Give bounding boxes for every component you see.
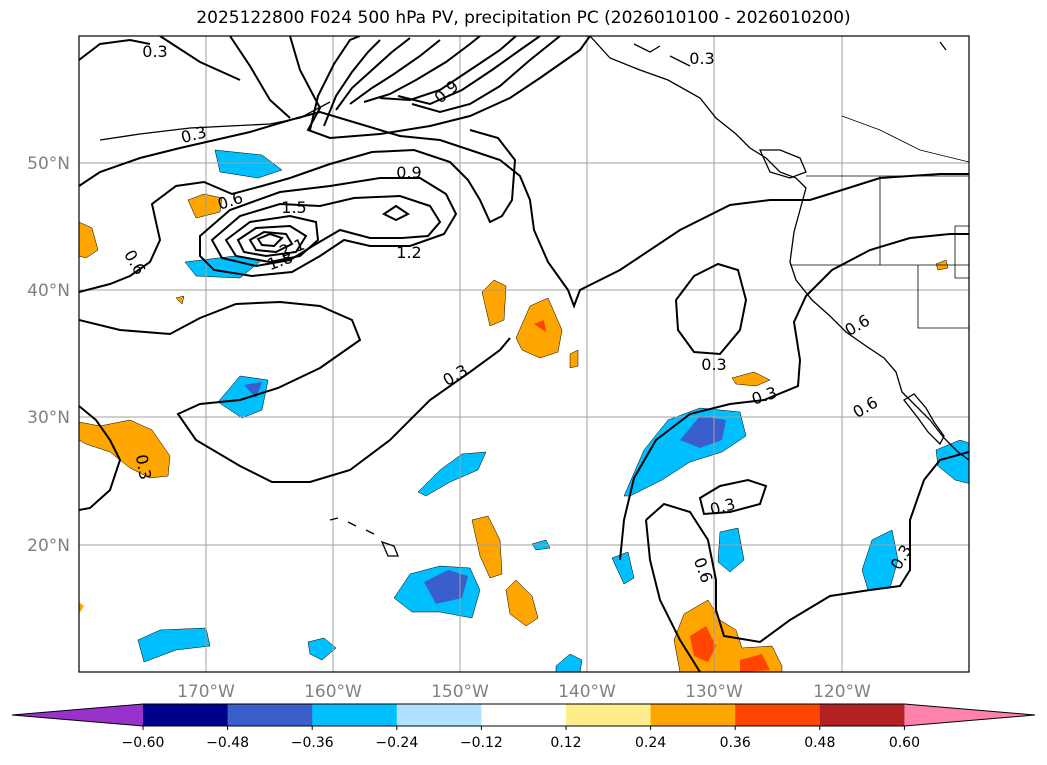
precip-negative-area [214,149,283,179]
precipitation-shading [79,149,969,672]
pv-contour-jet-6 [379,36,517,102]
pv-contour-jet-1 [309,36,361,131]
pv-contour-0.6 [645,451,969,644]
lat-label: 50°N [27,154,70,174]
colorbar-segment [312,704,398,726]
contour-label: 0.3 [689,49,714,68]
colorbar-tick-label: 0.60 [889,735,920,751]
lon-label: 160°W [304,682,362,702]
pv-contour-0.9 [199,177,458,278]
contour-label: 0.9 [396,163,421,182]
colorbar-segment [227,704,313,726]
alaska-coast [589,36,969,461]
precip-negative-area [717,527,745,573]
contour-label: 1.2 [396,243,421,262]
precip-negative-area [611,551,635,585]
pv-contour-jet-4 [349,39,441,105]
pv-contour-jet-9 [289,36,591,140]
pv-contour-0.3 [698,478,768,516]
pv-contour-0.3 [674,262,748,356]
map-title: 2025122800 F024 500 hPa PV, precipitatio… [196,8,851,28]
precip-negative-area [935,439,969,484]
precip-positive-area [79,419,171,479]
pv-contour-jet-10 [229,36,291,119]
colorbar-tick-label: 0.12 [550,735,581,751]
precip-positive-area [471,515,503,579]
colorbar-tick-label: −0.60 [122,735,165,751]
colorbar-tick-label: −0.36 [291,735,334,751]
pv-contour-jet-8 [411,36,561,114]
pv-contour-jet-7 [397,36,541,106]
colorbar-tick-label: 0.48 [804,735,835,751]
lon-label: 140°W [558,682,616,702]
pv-contour-0.3 [79,110,969,309]
precip-positive-area [569,349,579,369]
pv-contour-jet-2 [323,39,381,127]
contour-label: 1.5 [281,198,306,217]
colorbar: −0.60 −0.48 −0.36 −0.24 −0.12 0.12 0.24 0.36 0.4… [11,703,1036,751]
map-frame [78,35,970,673]
colorbar-segment [143,704,229,726]
precip-negative-area [555,653,583,672]
lat-label: 20°N [27,536,70,556]
lat-label: 40°N [27,281,70,301]
colorbar-segment [481,704,567,726]
state-borders [790,115,969,329]
colorbar-tick-label: −0.12 [460,735,503,751]
axis-labels: 50°N 40°N 30°N 20°N 170°W 160°W 150°W 14… [27,154,871,702]
pv-contour-2.4 [256,232,284,248]
colorbar-segment [819,704,905,726]
colorbar-extend-max [904,704,1035,726]
pv-contour-1.2 [210,194,442,268]
baja-coast [903,393,945,446]
pv-contour-0.3 [79,300,511,483]
precip-positive-area [481,279,507,327]
colorbar-tick-label: 0.36 [720,735,751,751]
pv-contour-0.3 [79,38,151,61]
precip-negative-area [417,451,487,497]
pv-contour-2.1 [248,230,294,254]
pv-contour-0.6 [79,129,517,293]
pv-contour-0.6 [619,233,969,561]
pv-contour-1.5 [382,204,410,222]
pv-contour-jet-5 [363,36,481,103]
colorbar-extend-min [12,704,143,726]
colorbar-segment [650,704,736,726]
lon-label: 150°W [431,682,489,702]
precip-negative-area [307,637,337,661]
contour-label: 0.3 [132,453,155,481]
precip-positive-area [515,297,563,359]
lon-label: 120°W [813,682,871,702]
precip-positive-area [175,295,185,305]
precip-positive-area [731,371,771,387]
lat-label: 30°N [27,408,70,428]
pv-contour-1.8 [236,224,308,258]
pv-contours [79,36,969,672]
colorbar-tick-label: −0.24 [375,735,418,751]
colorbar-segment [396,704,482,726]
precip-positive-area [187,193,223,219]
pv-contour-1.5 [224,214,320,264]
pv-contour-0.6 [159,36,241,81]
lon-label: 130°W [685,682,743,702]
map-panel: 0.3 0.3 0.3 0.6 0.9 1.5 1.2 1.8 2.1 0.6 … [79,36,969,672]
precip-positive-area [79,602,84,614]
colorbar-tick-label: −0.48 [206,735,249,751]
precip-negative-area [137,627,211,663]
precip-positive-area [79,221,99,259]
contour-label: 0.3 [701,355,726,374]
hawaii-islands [329,517,399,557]
pv-contour-0.3 [79,405,122,511]
colorbar-segment [735,704,821,726]
colorbar-tick-label: 0.24 [635,735,666,751]
pv-contour-0.6 [645,519,701,672]
pv-contour-jet-3 [335,37,411,111]
colorbar-segment [566,704,652,726]
lon-label: 170°W [177,682,235,702]
precip-positive-area [505,579,539,627]
contour-label: 0.3 [142,42,167,61]
